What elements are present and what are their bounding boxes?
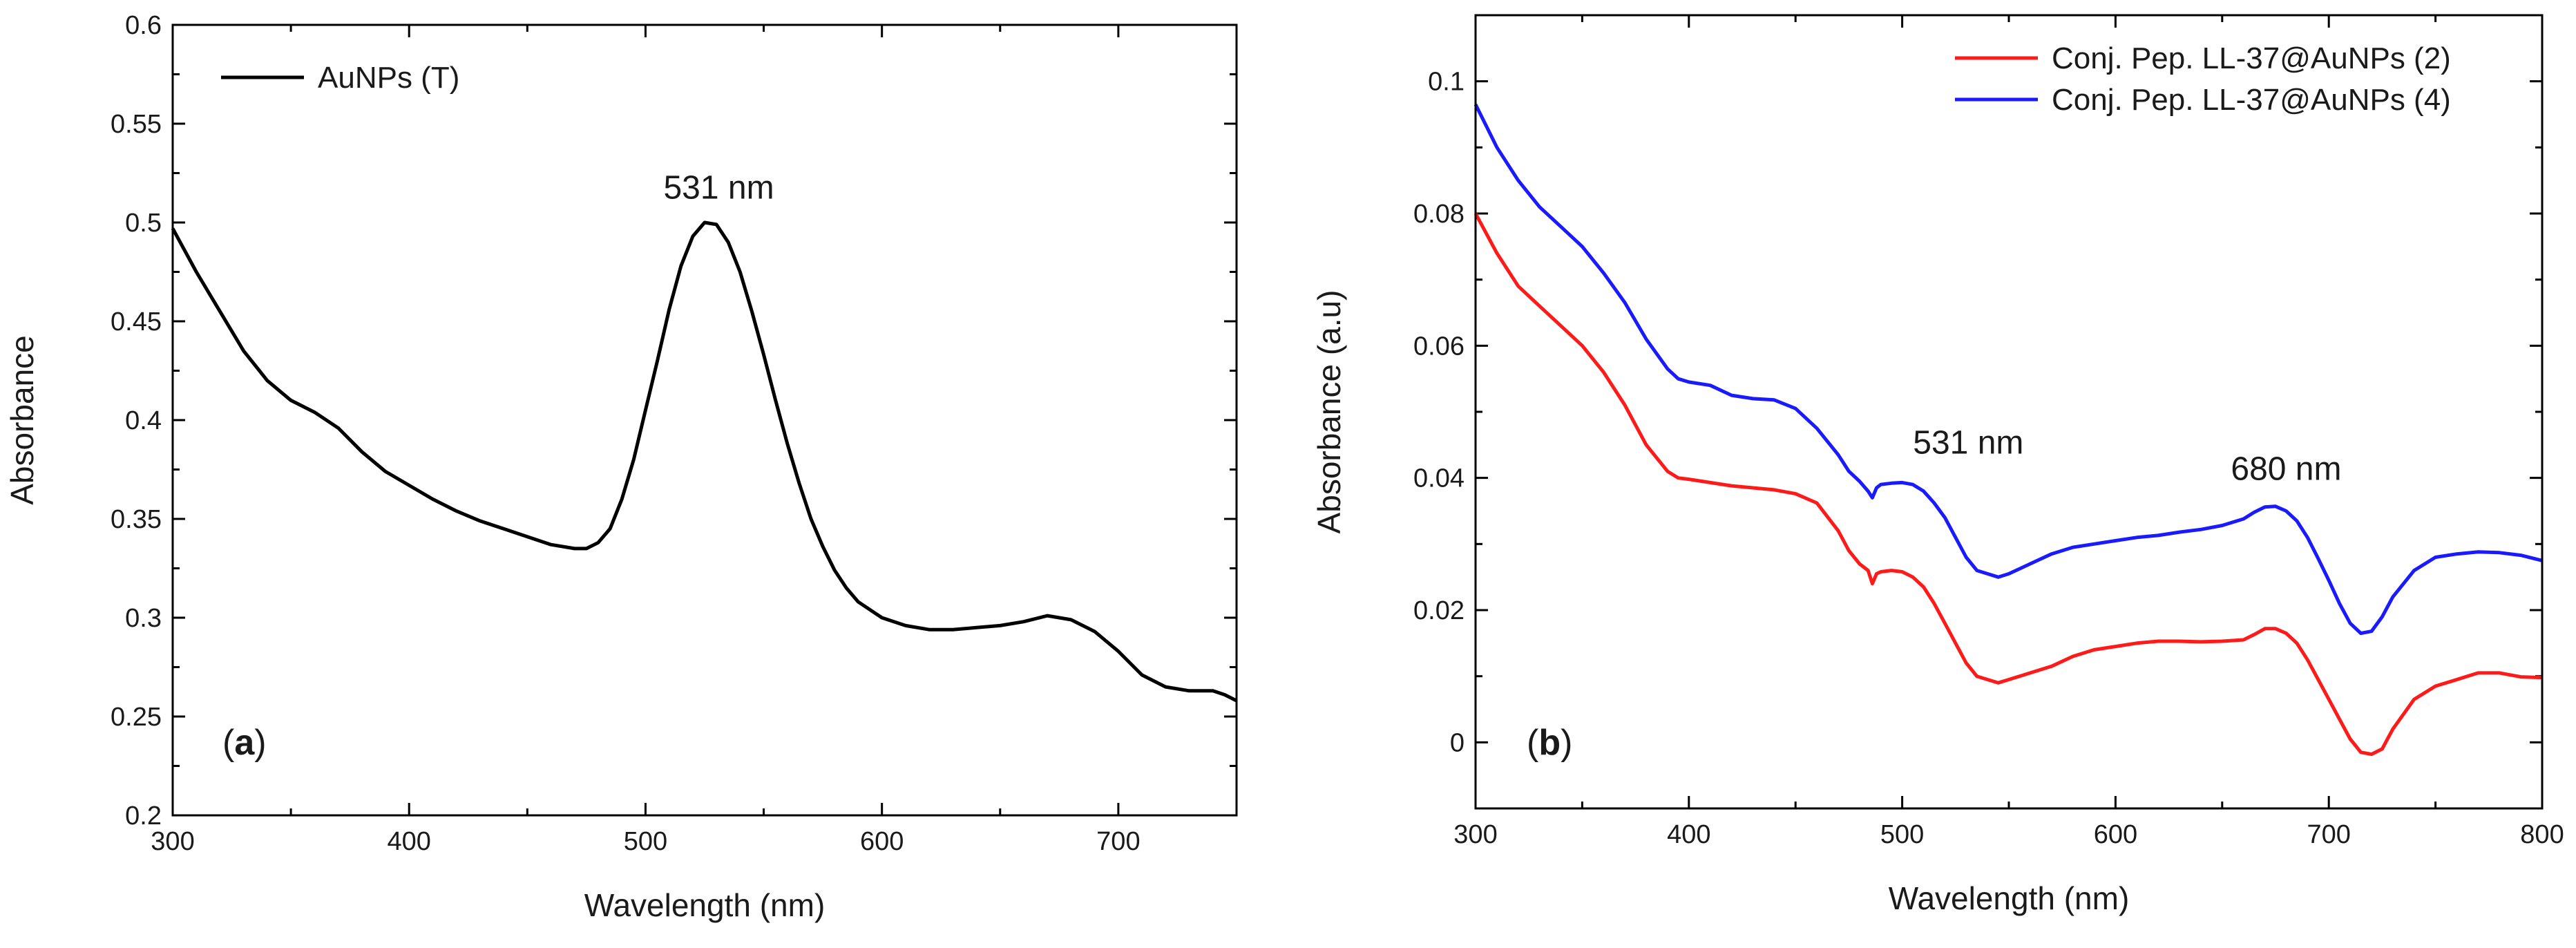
x-tick-label: 300 (1453, 820, 1497, 849)
panel-b-peak-annotation-680: 680 nm (2231, 451, 2341, 488)
panel-b-peak-annotation-531: 531 nm (1913, 424, 2023, 461)
y-tick-label: 0.06 (1413, 332, 1464, 361)
panel-b-legend-label-blue: Conj. Pep. LL-37@AuNPs (4) (2052, 83, 2451, 117)
panel-a-label: (a) (222, 723, 267, 763)
y-tick-label: 0.4 (125, 406, 162, 435)
x-tick-label: 600 (860, 827, 904, 856)
y-tick-label: 0.08 (1413, 200, 1464, 229)
y-tick-label: 0.35 (111, 505, 162, 534)
y-tick-label: 0.45 (111, 307, 162, 336)
y-tick-label: 0.55 (111, 110, 162, 139)
panel-a-peak-annotation: 531 nm (663, 170, 774, 207)
x-tick-label: 800 (2520, 820, 2564, 849)
panel-a-tick-labels: 300 400 500 600 700 0.2 0.25 0.3 0.35 0.4 0.45 0.5 0… (111, 11, 1141, 856)
panel-a-label-letter: a (234, 723, 255, 763)
series-line-1 (1473, 212, 2543, 757)
series-line-2 (1473, 103, 2543, 635)
panel-a-legend-label: AuNPs (T) (318, 61, 459, 95)
panel-b-series-group (1473, 103, 2543, 757)
y-tick-label: 0.02 (1413, 596, 1464, 625)
panel-a-legend: AuNPs (T) (221, 61, 459, 95)
x-tick-label: 700 (1096, 827, 1140, 856)
panel-a-chart: 300 400 500 600 700 0.2 0.25 0.3 0.35 0.4 0.45 0.5 0… (4, 11, 1238, 923)
series-line-1 (171, 220, 1238, 703)
x-tick-label: 500 (1880, 820, 1924, 849)
panel-b-chart: 300 400 500 600 700 800 0 0.02 0.04 0.06 0.08 0.1 W… (1311, 14, 2564, 916)
x-tick-label: 300 (151, 827, 194, 856)
y-tick-label: 0.5 (125, 209, 162, 238)
panel-b-plot-frame (1474, 14, 2544, 810)
y-tick-label: 0.6 (125, 11, 162, 40)
x-tick-label: 600 (2094, 820, 2137, 849)
x-tick-label: 400 (1667, 820, 1710, 849)
panel-a-plot-frame (171, 23, 1238, 817)
panel-b-label: (b) (1527, 723, 1572, 763)
panel-b-x-axis-title: Wavelength (nm) (1889, 880, 2130, 916)
x-tick-label: 500 (624, 827, 667, 856)
panel-a-y-axis-title: Absorbance (4, 335, 40, 505)
y-tick-label: 0.3 (125, 604, 162, 633)
panel-b-y-axis-title: Absorbance (a.u) (1311, 290, 1347, 534)
panel-b-legend-label-red: Conj. Pep. LL-37@AuNPs (2) (2052, 41, 2451, 75)
panel-a-series-group (171, 220, 1238, 703)
panel-b-tick-labels: 300 400 500 600 700 800 0 0.02 0.04 0.06 0.08 0.1 (1413, 68, 2564, 849)
x-tick-label: 700 (2307, 820, 2350, 849)
y-tick-label: 0.25 (111, 703, 162, 732)
y-tick-label: 0.04 (1413, 464, 1464, 493)
panel-b-label-letter: b (1538, 723, 1561, 763)
panel-a-x-axis-title: Wavelength (nm) (584, 887, 826, 923)
y-tick-label: 0.2 (125, 802, 162, 831)
x-tick-label: 400 (388, 827, 431, 856)
y-tick-label: 0.1 (1428, 68, 1464, 97)
panel-b-legend: Conj. Pep. LL-37@AuNPs (2) Conj. Pep. LL… (1955, 41, 2451, 117)
y-tick-label: 0 (1450, 728, 1464, 757)
